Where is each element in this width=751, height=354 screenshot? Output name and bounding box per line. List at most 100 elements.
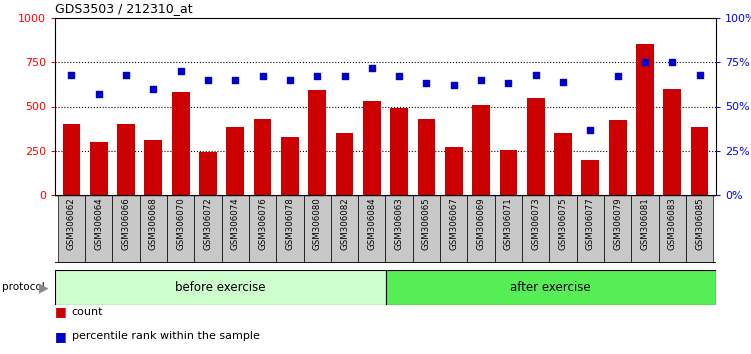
Bar [195, 195, 222, 263]
Text: GSM306063: GSM306063 [395, 197, 403, 250]
Text: GSM306071: GSM306071 [504, 197, 513, 250]
Point [175, 68, 187, 74]
Bar [167, 195, 195, 263]
Text: GSM306066: GSM306066 [122, 197, 131, 250]
Bar [358, 195, 385, 263]
Text: GSM306078: GSM306078 [285, 197, 294, 250]
Text: ■: ■ [55, 305, 67, 318]
Text: ▶: ▶ [39, 281, 49, 294]
Bar [609, 120, 626, 195]
Text: percentile rank within the sample: percentile rank within the sample [71, 331, 259, 341]
Point [202, 77, 214, 83]
Point [366, 65, 378, 70]
Text: GSM306075: GSM306075 [559, 197, 568, 250]
Bar [499, 150, 517, 195]
Text: before exercise: before exercise [175, 281, 266, 294]
Bar [281, 137, 299, 195]
Point [421, 81, 433, 86]
Bar [522, 195, 550, 263]
Point [694, 72, 706, 78]
Bar [663, 89, 681, 195]
Bar [632, 195, 659, 263]
Bar [418, 119, 436, 195]
Bar [467, 195, 495, 263]
Point [311, 74, 323, 79]
Text: GSM306085: GSM306085 [695, 197, 704, 250]
Bar [55, 270, 385, 305]
Point [284, 77, 296, 83]
Text: protocol: protocol [2, 282, 44, 292]
Text: GSM306083: GSM306083 [668, 197, 677, 250]
Point [666, 59, 678, 65]
Bar [691, 127, 708, 195]
Point [448, 82, 460, 88]
Bar [90, 142, 107, 195]
Text: GSM306074: GSM306074 [231, 197, 240, 250]
Bar [554, 133, 572, 195]
Bar [226, 127, 244, 195]
Point [394, 74, 406, 79]
Bar [254, 119, 271, 195]
Bar [527, 98, 544, 195]
Bar [581, 160, 599, 195]
Point [611, 74, 623, 79]
Bar [331, 195, 358, 263]
Bar [445, 147, 463, 195]
Text: after exercise: after exercise [511, 281, 591, 294]
Bar [303, 195, 331, 263]
Bar [413, 195, 440, 263]
Text: GSM306079: GSM306079 [613, 197, 622, 250]
Text: GSM306064: GSM306064 [94, 197, 103, 250]
Point [65, 72, 77, 78]
Text: GSM306077: GSM306077 [586, 197, 595, 250]
Point [584, 127, 596, 132]
Bar [577, 195, 604, 263]
Text: GSM306082: GSM306082 [340, 197, 349, 250]
Point [120, 72, 132, 78]
Text: GSM306084: GSM306084 [367, 197, 376, 250]
Bar [659, 195, 686, 263]
Bar [472, 105, 490, 195]
Bar [336, 133, 354, 195]
Point [529, 72, 541, 78]
Bar [636, 44, 654, 195]
Point [339, 74, 351, 79]
Bar [550, 195, 577, 263]
Point [639, 59, 651, 65]
Point [229, 77, 241, 83]
Bar [113, 195, 140, 263]
Text: GSM306070: GSM306070 [176, 197, 185, 250]
Bar [391, 108, 408, 195]
Text: GSM306067: GSM306067 [449, 197, 458, 250]
Bar [140, 195, 167, 263]
Text: GSM306068: GSM306068 [149, 197, 158, 250]
Point [557, 79, 569, 85]
Bar [222, 195, 249, 263]
Bar [385, 270, 716, 305]
Bar [199, 152, 217, 195]
Bar [385, 195, 413, 263]
Bar [85, 195, 113, 263]
Text: GSM306062: GSM306062 [67, 197, 76, 250]
Bar [363, 101, 381, 195]
Text: GSM306081: GSM306081 [641, 197, 650, 250]
Bar [686, 195, 713, 263]
Bar [604, 195, 632, 263]
Point [147, 86, 159, 92]
Point [92, 91, 104, 97]
Bar [249, 195, 276, 263]
Text: GSM306065: GSM306065 [422, 197, 431, 250]
Bar [62, 124, 80, 195]
Bar [495, 195, 522, 263]
Bar [309, 90, 326, 195]
Text: GSM306072: GSM306072 [204, 197, 213, 250]
Text: GDS3503 / 212310_at: GDS3503 / 212310_at [55, 2, 192, 15]
Text: GSM306076: GSM306076 [258, 197, 267, 250]
Bar [58, 195, 85, 263]
Bar [172, 92, 189, 195]
Bar [144, 140, 162, 195]
Text: ■: ■ [55, 330, 67, 343]
Text: GSM306073: GSM306073 [531, 197, 540, 250]
Bar [117, 124, 135, 195]
Bar [440, 195, 467, 263]
